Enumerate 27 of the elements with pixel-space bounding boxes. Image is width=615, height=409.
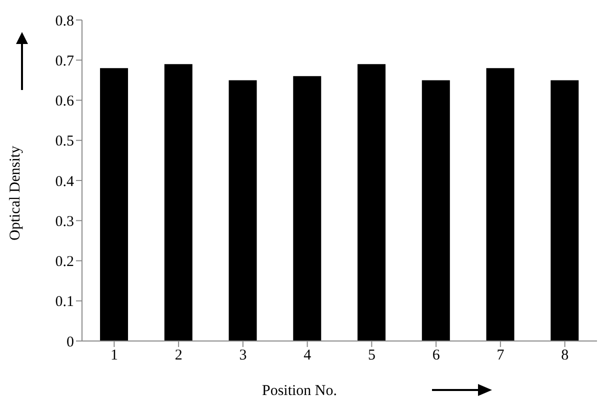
y-tick-label: 0.1	[55, 294, 74, 310]
bar	[550, 80, 579, 341]
y-tick-label: 0	[66, 334, 74, 350]
x-tick-label: 1	[110, 348, 118, 364]
y-tick-label: 0.2	[55, 254, 74, 270]
x-tick-label: 8	[561, 348, 569, 364]
y-tick-label: 0.3	[55, 214, 74, 230]
y-tick-label: 0.5	[55, 134, 74, 150]
x-tick-label: 5	[368, 348, 376, 364]
y-tick-label: 0.6	[55, 94, 74, 110]
x-tick-label: 7	[496, 348, 505, 364]
y-tick-label: 0.8	[55, 13, 74, 30]
bar	[228, 80, 257, 341]
bar	[100, 68, 128, 341]
x-tick-label: 3	[239, 348, 247, 364]
y-tick-label: 0.7	[55, 53, 74, 70]
bar	[358, 64, 386, 341]
bar	[164, 64, 192, 341]
x-tick-label: 4	[304, 348, 312, 364]
bar	[293, 76, 322, 341]
x-axis-title: Position No.	[262, 383, 338, 399]
y-axis-title: Optical Density	[7, 145, 24, 240]
bar	[486, 68, 514, 341]
x-tick-label: 6	[432, 348, 440, 364]
x-tick-label: 2	[174, 348, 182, 364]
bar	[422, 80, 450, 341]
y-tick-label: 0.4	[55, 174, 74, 190]
